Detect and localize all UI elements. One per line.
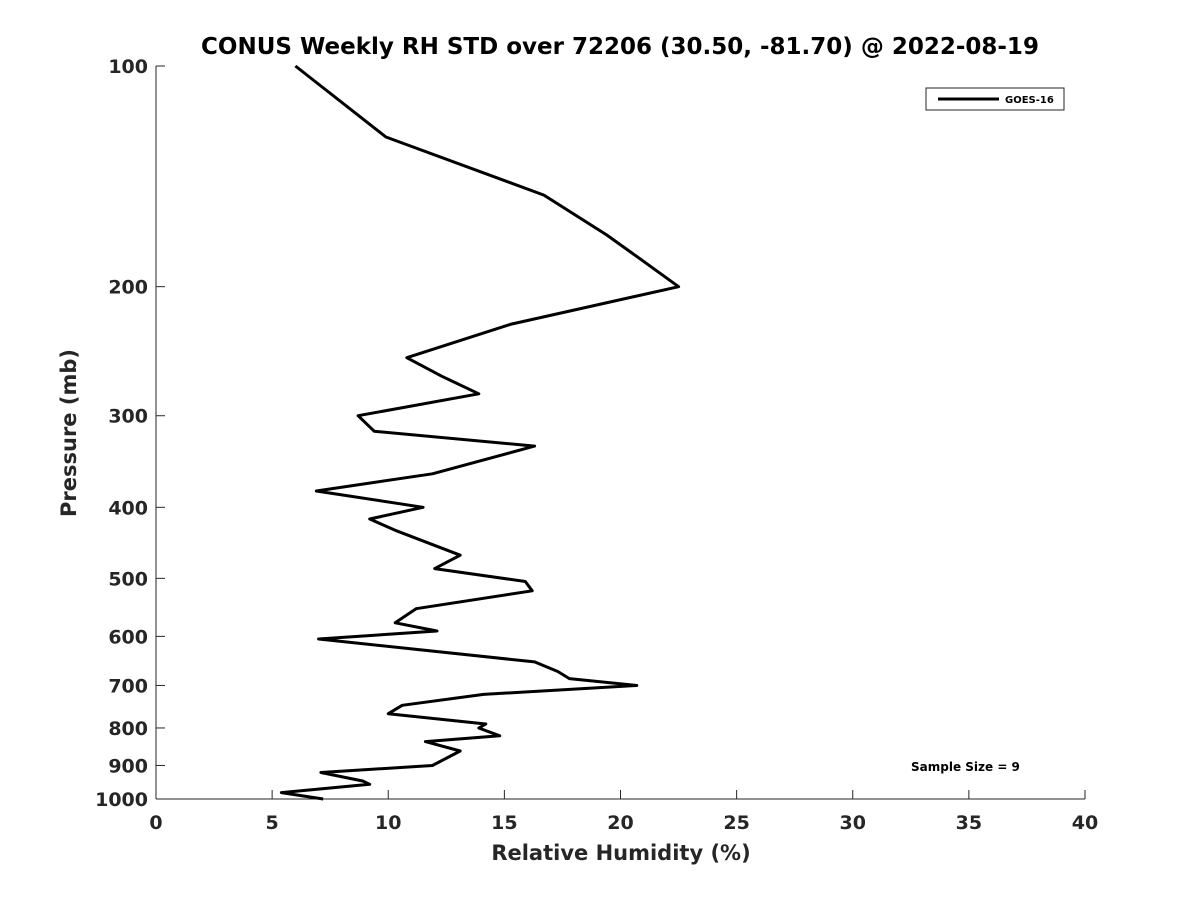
x-tick-label: 0	[149, 812, 162, 834]
x-axis-label: Relative Humidity (%)	[491, 841, 750, 865]
legend: GOES-16	[925, 87, 1065, 111]
y-tick-label: 1000	[95, 789, 148, 811]
y-tick-label: 400	[108, 497, 148, 519]
legend-label: GOES-16	[1005, 95, 1054, 106]
chart-title: CONUS Weekly RH STD over 72206 (30.50, -…	[201, 34, 1039, 60]
series-layer	[279, 64, 681, 801]
y-tick-label: 900	[108, 755, 148, 777]
y-tick-label: 800	[108, 718, 148, 740]
x-tick-label: 35	[956, 812, 982, 834]
x-tick-label: 15	[491, 812, 517, 834]
y-tick-label: 700	[108, 675, 148, 697]
y-tick-label: 500	[108, 568, 148, 590]
y-tick-label: 600	[108, 626, 148, 648]
x-tick-label: 25	[723, 812, 749, 834]
y-axis-label: Pressure (mb)	[57, 349, 81, 517]
x-tick-label: 5	[266, 812, 279, 834]
sample-size-annotation: Sample Size = 9	[911, 760, 1020, 774]
x-tick-label: 30	[840, 812, 866, 834]
series-line-goes-16	[279, 64, 681, 801]
x-tick-label: 10	[375, 812, 401, 834]
y-tick-label: 300	[108, 406, 148, 428]
y-tick-label: 200	[108, 277, 148, 299]
axes: 0 5 10 15 20 25 30 35 40 100 200 300 400 500 600 700 800…	[95, 56, 1098, 834]
y-tick-label: 100	[108, 56, 148, 78]
x-tick-label: 40	[1072, 812, 1098, 834]
x-tick-label: 20	[607, 812, 633, 834]
